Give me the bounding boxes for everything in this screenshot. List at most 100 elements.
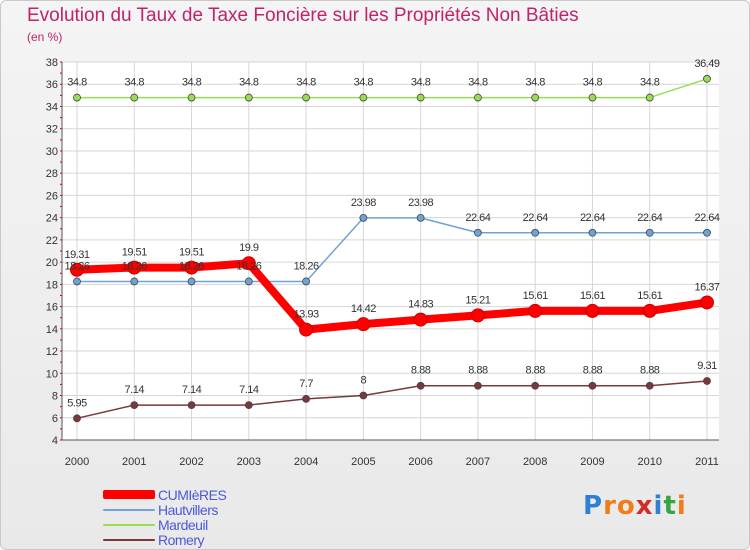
x-tick-label: 2001 (122, 456, 146, 468)
data-label: 34.8 (67, 77, 87, 89)
data-point (474, 228, 482, 237)
data-point (187, 401, 196, 409)
data-label: 34.8 (640, 77, 660, 89)
data-point (645, 228, 654, 237)
y-tick-label: 16 (46, 302, 58, 314)
y-tick-label: 10 (46, 368, 58, 380)
x-tick-label: 2008 (523, 456, 547, 468)
logo-letter: x (635, 491, 654, 521)
data-point (127, 260, 142, 275)
chart-subtitle: (en %) (27, 30, 63, 44)
x-tick-label: 2003 (237, 456, 261, 468)
data-label: 15.61 (523, 290, 548, 302)
data-point (302, 277, 310, 286)
x-tick-label: 2004 (294, 456, 318, 468)
data-point (585, 303, 600, 318)
data-label: 19.51 (122, 247, 147, 259)
data-point (130, 93, 139, 102)
legend-label: Mardeuil (158, 516, 208, 533)
data-point (588, 381, 597, 390)
data-point (244, 277, 253, 286)
data-point (470, 308, 485, 323)
data-label: 18.26 (179, 260, 204, 272)
legend-item: Mardeuil (103, 516, 226, 533)
data-label: 34.8 (411, 77, 431, 89)
data-label: 34.8 (182, 77, 202, 89)
y-tick-label: 8 (52, 391, 58, 403)
data-point (187, 93, 196, 102)
data-point (73, 414, 81, 423)
data-label: 36.49 (694, 58, 719, 70)
data-label: 22.64 (694, 212, 719, 224)
data-point (70, 262, 84, 277)
logo-letter: P (583, 491, 604, 521)
data-label: 15.21 (465, 294, 490, 306)
data-label: 8 (361, 375, 367, 387)
data-label: 22.64 (637, 212, 662, 224)
series-line-romery (76, 380, 708, 420)
data-point (416, 93, 425, 102)
data-label: 19.9 (239, 242, 259, 254)
legend-label: Romery (158, 531, 205, 548)
legend-label: Hautvillers (158, 501, 218, 518)
data-point (302, 93, 310, 102)
data-label: 7.7 (299, 378, 313, 390)
data-label: 9.31 (697, 360, 717, 372)
data-label: 23.98 (408, 197, 433, 209)
y-tick-label: 24 (46, 213, 58, 225)
series-line-cumières (73, 259, 711, 334)
x-tick-label: 2009 (580, 456, 604, 468)
series-line-mardeuil (76, 78, 708, 99)
legend-item: CUMIèRES (103, 486, 227, 503)
x-tick-label: 2010 (637, 456, 661, 468)
data-label: 18.26 (64, 260, 89, 272)
data-point (528, 303, 543, 318)
series-line-hautvillers (76, 217, 708, 283)
x-tick-label: 2002 (179, 456, 203, 468)
chart-title: Evolution du Taux de Taxe Foncière sur l… (27, 5, 579, 26)
y-tick-label: 36 (46, 79, 58, 91)
data-label: 22.64 (523, 212, 548, 224)
x-tick-label: 2007 (466, 456, 490, 468)
legend-swatch (103, 538, 155, 541)
data-label: 8.88 (468, 365, 488, 377)
data-label: 19.31 (64, 249, 89, 261)
x-tick-label: 2005 (351, 456, 375, 468)
data-point (359, 391, 368, 400)
data-point (187, 277, 196, 286)
proxiti-logo: Proxiti (583, 491, 687, 521)
data-point (645, 93, 654, 102)
x-tick-label: 2000 (65, 456, 89, 468)
legend-swatch (103, 523, 155, 526)
logo-letter: t (663, 491, 677, 521)
legend-item: Romery (103, 531, 226, 548)
data-point (531, 381, 540, 390)
data-label: 34.8 (125, 77, 145, 89)
y-tick-label: 18 (46, 279, 58, 291)
data-point (642, 303, 657, 318)
y-tick-label: 32 (46, 124, 58, 136)
data-label: 18.26 (294, 260, 319, 272)
y-tick-label: 38 (46, 57, 58, 69)
data-label: 22.64 (465, 212, 490, 224)
logo-letter: r (603, 491, 617, 521)
data-label: 34.8 (296, 77, 316, 89)
data-point (703, 228, 711, 237)
data-point (73, 277, 81, 286)
y-tick-label: 6 (52, 413, 58, 425)
logo-letter: i (653, 491, 664, 521)
data-label: 15.61 (637, 290, 662, 302)
data-point (413, 312, 428, 327)
logo-letter: i (676, 491, 687, 521)
y-tick-label: 26 (46, 190, 58, 202)
data-point (299, 322, 314, 337)
data-label: 14.83 (408, 299, 433, 311)
legend-label: CUMIèRES (158, 486, 227, 503)
y-tick-label: 14 (46, 324, 58, 336)
data-point (359, 213, 368, 222)
data-point (241, 256, 256, 271)
data-point (700, 295, 714, 310)
logo-letter: o (616, 491, 636, 521)
